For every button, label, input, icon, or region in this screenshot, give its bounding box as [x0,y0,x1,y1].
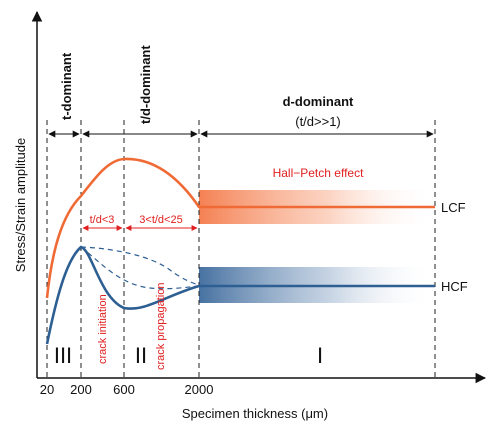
d-dominant-sublabel: (t/d>>1) [295,114,341,129]
d-dominant-label: d-dominant [283,94,354,109]
t-dominant-label: t-dominant [59,52,74,120]
lcf-curve [45,157,435,299]
x-tick-20: 20 [40,382,54,397]
region-III-label: III [54,343,72,368]
td-lt3-label: t/d<3 [90,214,115,226]
td-dominant-label: t/d-dominant [138,45,153,124]
hcf-curve [45,245,435,345]
hcf-alt-path-lower [80,246,200,290]
td-3-25-label: 3<t/d<25 [139,214,182,226]
hcf-alt-path-upper [80,246,200,286]
x-tick-600: 600 [113,382,135,397]
region-I-label: I [317,343,323,368]
hcf-label: HCF [441,279,468,294]
region-II-label: II [135,343,147,368]
hall-petch-label: Hall−Petch effect [273,166,364,180]
y-axis-label: Stress/Strain amplitude [13,138,28,272]
crack-initiation-label: crack initiation [97,294,109,364]
lcf-label: LCF [441,200,466,215]
x-axis-label: Specimen thickness (μm) [182,406,328,421]
x-tick-200: 200 [70,382,92,397]
x-tick-2000: 2000 [185,382,214,397]
crack-propagation-label: crack propagation [155,283,167,370]
